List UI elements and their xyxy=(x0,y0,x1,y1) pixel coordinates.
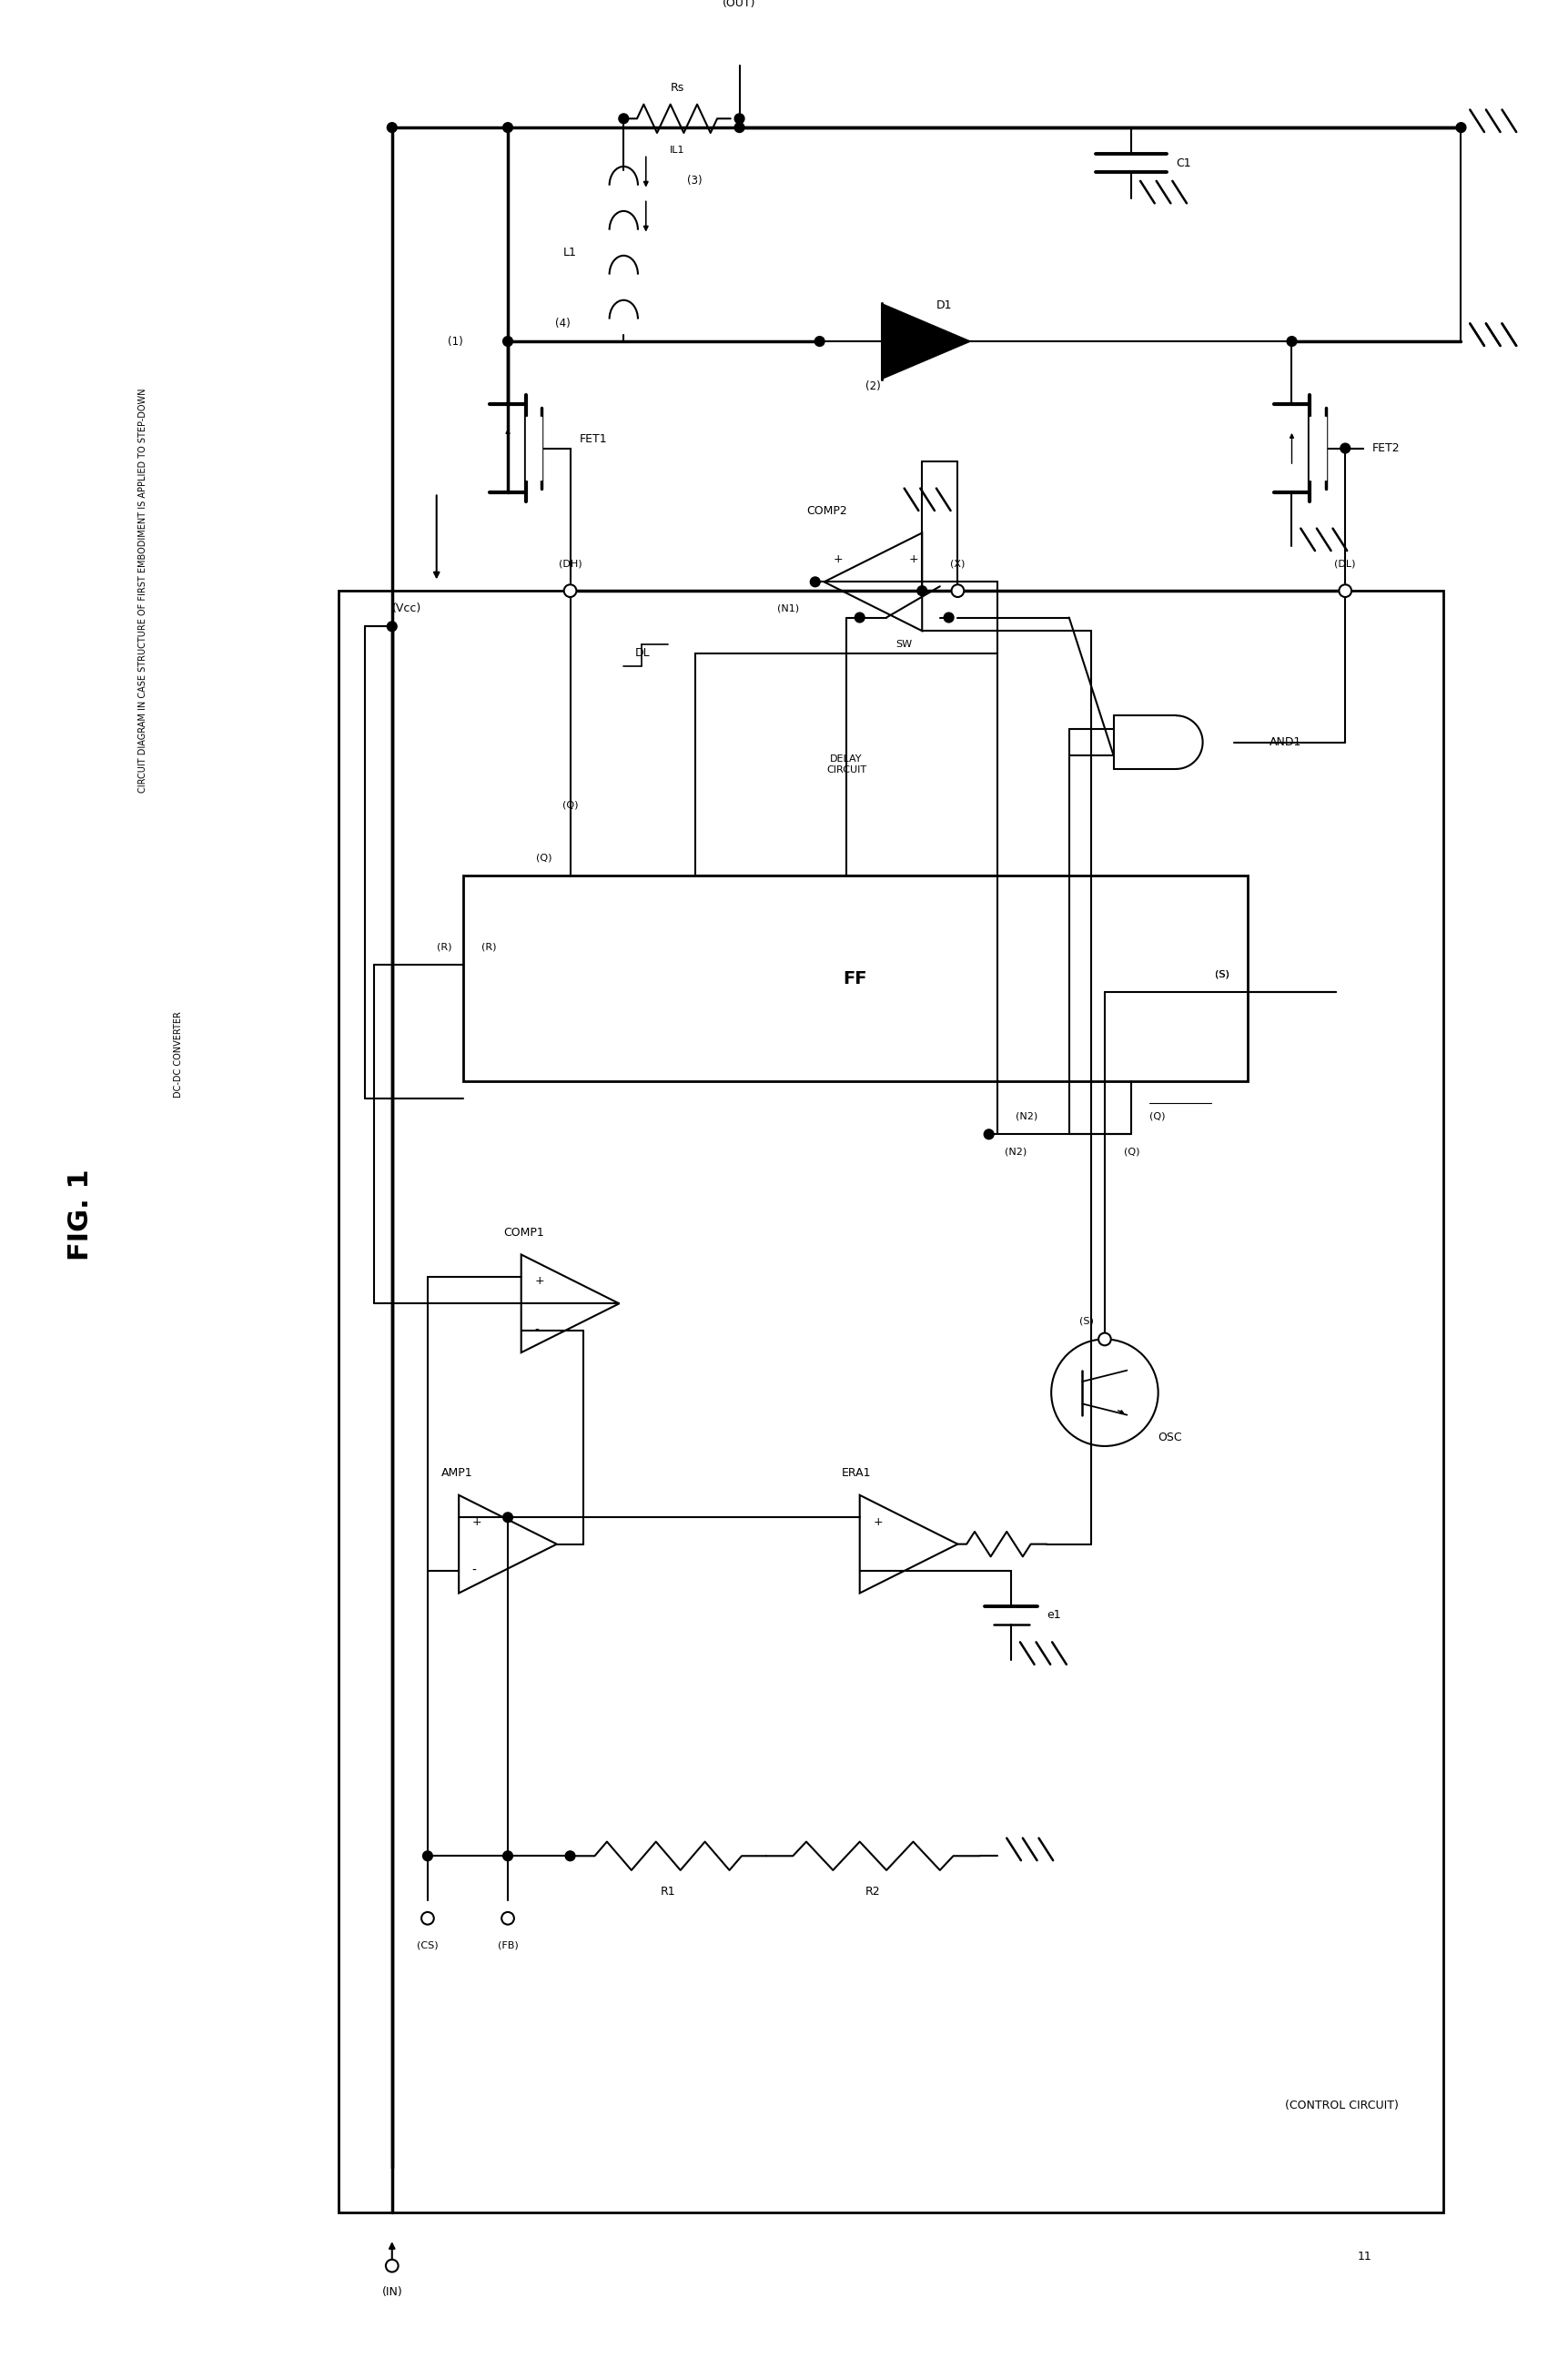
Bar xyxy=(1309,416,1325,481)
Circle shape xyxy=(386,2260,398,2272)
Circle shape xyxy=(387,621,397,630)
Circle shape xyxy=(917,585,927,595)
Circle shape xyxy=(1339,585,1352,597)
Text: (R): (R) xyxy=(436,942,452,952)
Text: DC-DC CONVERTER: DC-DC CONVERTER xyxy=(174,1011,183,1097)
Text: 11: 11 xyxy=(1358,2251,1372,2262)
Text: -: - xyxy=(472,1565,477,1577)
Circle shape xyxy=(855,614,864,623)
Circle shape xyxy=(503,335,513,347)
Circle shape xyxy=(1341,442,1350,452)
Text: COMP1: COMP1 xyxy=(503,1225,544,1237)
Text: (N2): (N2) xyxy=(1016,1111,1038,1121)
Text: (4): (4) xyxy=(555,319,571,328)
Text: +: + xyxy=(873,1515,883,1527)
Text: (OUT): (OUT) xyxy=(723,0,756,10)
Circle shape xyxy=(422,1913,434,1925)
Text: (N2): (N2) xyxy=(1005,1147,1027,1156)
Text: (3): (3) xyxy=(687,176,702,188)
Circle shape xyxy=(503,124,513,133)
Text: (Q): (Q) xyxy=(1124,1147,1140,1156)
Circle shape xyxy=(734,114,745,124)
Circle shape xyxy=(502,1913,514,1925)
Circle shape xyxy=(1099,1332,1112,1347)
Text: (CONTROL CIRCUIT): (CONTROL CIRCUIT) xyxy=(1286,2101,1399,2110)
Text: FIG. 1: FIG. 1 xyxy=(67,1168,94,1261)
Circle shape xyxy=(387,124,397,133)
Text: (1): (1) xyxy=(448,335,463,347)
Text: AMP1: AMP1 xyxy=(441,1468,472,1480)
Text: SW: SW xyxy=(895,640,913,649)
Text: ERA1: ERA1 xyxy=(842,1468,872,1480)
Text: DELAY
CIRCUIT: DELAY CIRCUIT xyxy=(826,754,867,773)
Circle shape xyxy=(564,585,577,597)
Text: (Q): (Q) xyxy=(563,799,579,809)
Text: (Q): (Q) xyxy=(536,854,552,864)
Circle shape xyxy=(811,578,820,588)
Text: (Q): (Q) xyxy=(1149,1111,1165,1121)
Text: (Vcc): (Vcc) xyxy=(392,602,422,614)
Polygon shape xyxy=(881,305,971,378)
Text: (CS): (CS) xyxy=(417,1941,439,1948)
Text: (S): (S) xyxy=(1215,968,1229,978)
Circle shape xyxy=(503,1851,513,1860)
Text: e1: e1 xyxy=(1047,1611,1062,1622)
Bar xyxy=(339,590,1443,2212)
Circle shape xyxy=(734,124,745,133)
Text: (X): (X) xyxy=(950,559,966,569)
Circle shape xyxy=(503,1513,513,1523)
Text: FET1: FET1 xyxy=(579,433,607,445)
Circle shape xyxy=(1287,335,1297,347)
Text: COMP2: COMP2 xyxy=(806,504,847,516)
Text: -: - xyxy=(535,1323,539,1337)
Text: (DL): (DL) xyxy=(1334,559,1356,569)
Text: FET2: FET2 xyxy=(1372,442,1400,454)
Text: FF: FF xyxy=(844,971,867,987)
Circle shape xyxy=(985,1130,994,1140)
Text: +: + xyxy=(535,1275,544,1287)
Bar xyxy=(463,875,1247,1080)
Text: AND1: AND1 xyxy=(1270,737,1301,747)
Circle shape xyxy=(944,614,953,623)
Text: (R): (R) xyxy=(481,942,495,952)
Text: (2): (2) xyxy=(866,381,881,393)
Text: DL: DL xyxy=(635,647,651,659)
Text: R2: R2 xyxy=(866,1887,881,1898)
Text: +: + xyxy=(909,554,919,566)
Text: R1: R1 xyxy=(660,1887,676,1898)
Bar xyxy=(525,416,541,481)
Text: L1: L1 xyxy=(563,247,577,259)
Text: CIRCUIT DIAGRAM IN CASE STRUCTURE OF FIRST EMBODIMENT IS APPLIED TO STEP-DOWN: CIRCUIT DIAGRAM IN CASE STRUCTURE OF FIR… xyxy=(138,388,147,792)
Text: (N1): (N1) xyxy=(778,604,800,614)
Circle shape xyxy=(1457,124,1466,133)
Text: OSC: OSC xyxy=(1159,1432,1182,1444)
Text: (DH): (DH) xyxy=(558,559,582,569)
Circle shape xyxy=(423,1851,433,1860)
Text: (S): (S) xyxy=(1080,1318,1094,1325)
Text: +: + xyxy=(833,554,842,566)
Circle shape xyxy=(815,335,825,347)
Circle shape xyxy=(566,1851,575,1860)
Bar xyxy=(695,654,997,875)
Text: IL1: IL1 xyxy=(670,145,685,155)
Text: (S): (S) xyxy=(1215,968,1229,978)
Text: (FB): (FB) xyxy=(497,1941,517,1948)
Text: C1: C1 xyxy=(1176,157,1192,169)
Circle shape xyxy=(952,585,964,597)
Text: Rs: Rs xyxy=(670,81,684,93)
Circle shape xyxy=(619,114,629,124)
Text: (IN): (IN) xyxy=(381,2286,403,2298)
Text: D1: D1 xyxy=(936,300,952,312)
Text: +: + xyxy=(472,1515,481,1527)
